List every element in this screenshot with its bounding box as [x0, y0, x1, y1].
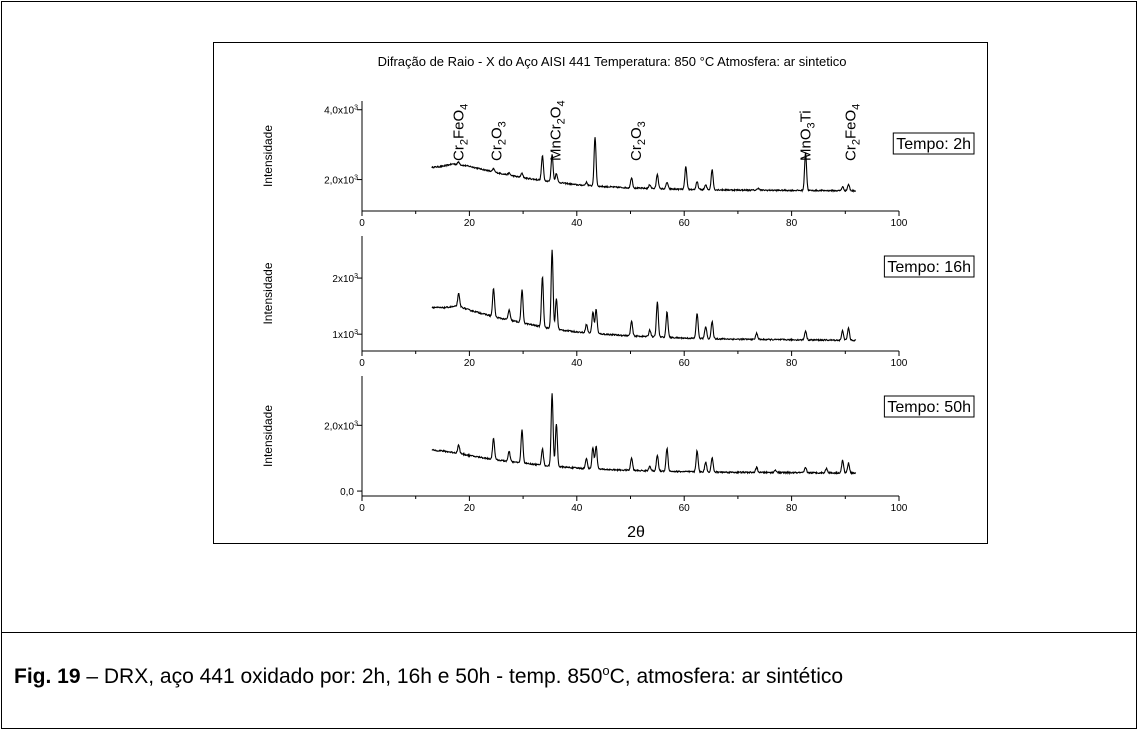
y-axis-label: Intensidade [261, 125, 275, 187]
x-tick-label: 100 [891, 358, 908, 369]
x-tick-label: 40 [571, 218, 583, 229]
x-tick-label: 60 [679, 218, 691, 229]
x-tick-label: 40 [571, 358, 583, 369]
y-tick-label: 2,0x103 [324, 420, 358, 432]
legend-label: Tempo: 16h [887, 259, 971, 276]
legend-box [892, 132, 975, 155]
panel-bottom: 0 20 40 60 80 100 0,0 2,0x103 Intensidade Tempo: … [261, 376, 975, 514]
legend-label: Tempo: 50h [887, 399, 971, 416]
caption-text-end: C, atmosfera: ar sintético [609, 665, 844, 688]
x-tick-label: 80 [786, 503, 798, 514]
legend-middle: Tempo: 16h [883, 255, 975, 278]
peak-annotation: MnO3Ti [798, 110, 818, 161]
legend-bottom: Tempo: 50h [883, 395, 975, 418]
x-tick-label: 0 [359, 503, 365, 514]
peak-annotation: Cr2FeO4 [451, 104, 471, 161]
y-tick-label: 4,0x103 [324, 105, 358, 117]
peak-annotation: MnCr2O4 [547, 100, 567, 161]
peak-annotation: Cr2O3 [628, 121, 648, 161]
y-tick-label: 1x103 [332, 329, 358, 341]
x-tick-label: 20 [464, 358, 476, 369]
legend-box [883, 255, 975, 278]
panel-top: 0 20 40 60 80 100 2,0x103 4,0x103 Intensidade Tem… [261, 100, 975, 229]
series-line-middle [431, 249, 857, 342]
x-tick-label: 80 [786, 218, 798, 229]
y-tick-label: 0,0 [340, 487, 354, 498]
series-line-bottom [431, 393, 857, 476]
caption-text: DRX, aço 441 oxidado por: 2h, 16h e 50h … [103, 665, 603, 688]
x-tick-label: 100 [891, 218, 908, 229]
y-axis-label: Intensidade [261, 405, 275, 467]
x-tick-label: 20 [464, 218, 476, 229]
legend-label: Tempo: 2h [896, 136, 971, 153]
caption-dash: – [80, 665, 104, 688]
xrd-figure: Difração de Raio - X do Aço AISI 441 Tem… [213, 42, 988, 544]
caption-degree: o [602, 663, 610, 678]
chart-title: Difração de Raio - X do Aço AISI 441 Tem… [378, 54, 847, 69]
y-tick-label: 2x103 [332, 273, 358, 285]
xrd-chart: Difração de Raio - X do Aço AISI 441 Tem… [261, 54, 975, 541]
x-tick-label: 60 [679, 503, 691, 514]
legend-top: Tempo: 2h [892, 132, 975, 155]
caption-frame: Fig. 19 – DRX, aço 441 oxidado por: 2h, … [1, 632, 1137, 729]
figure-frame [1, 1, 1137, 632]
y-axis-label: Intensidade [261, 262, 275, 324]
legend-box [883, 395, 975, 418]
x-tick-label: 40 [571, 503, 583, 514]
x-tick-label: 0 [359, 218, 365, 229]
peak-annotation: Cr2FeO4 [843, 104, 863, 161]
x-tick-label: 0 [359, 358, 365, 369]
x-tick-label: 80 [786, 358, 798, 369]
x-axis-label: 2θ [627, 524, 645, 541]
x-tick-label: 60 [679, 358, 691, 369]
x-tick-label: 20 [464, 503, 476, 514]
x-tick-label: 100 [891, 503, 908, 514]
peak-annotation: Cr2O3 [488, 121, 508, 161]
y-tick-label: 2,0x103 [324, 175, 358, 187]
caption-fig-label: Fig. 19 [14, 665, 81, 688]
series-line-top [431, 137, 857, 193]
figure-caption: Fig. 19 – DRX, aço 441 oxidado por: 2h, … [14, 663, 843, 689]
panel-middle: 0 20 40 60 80 100 1x103 2x103 Intensidade Tempo: … [261, 236, 975, 369]
